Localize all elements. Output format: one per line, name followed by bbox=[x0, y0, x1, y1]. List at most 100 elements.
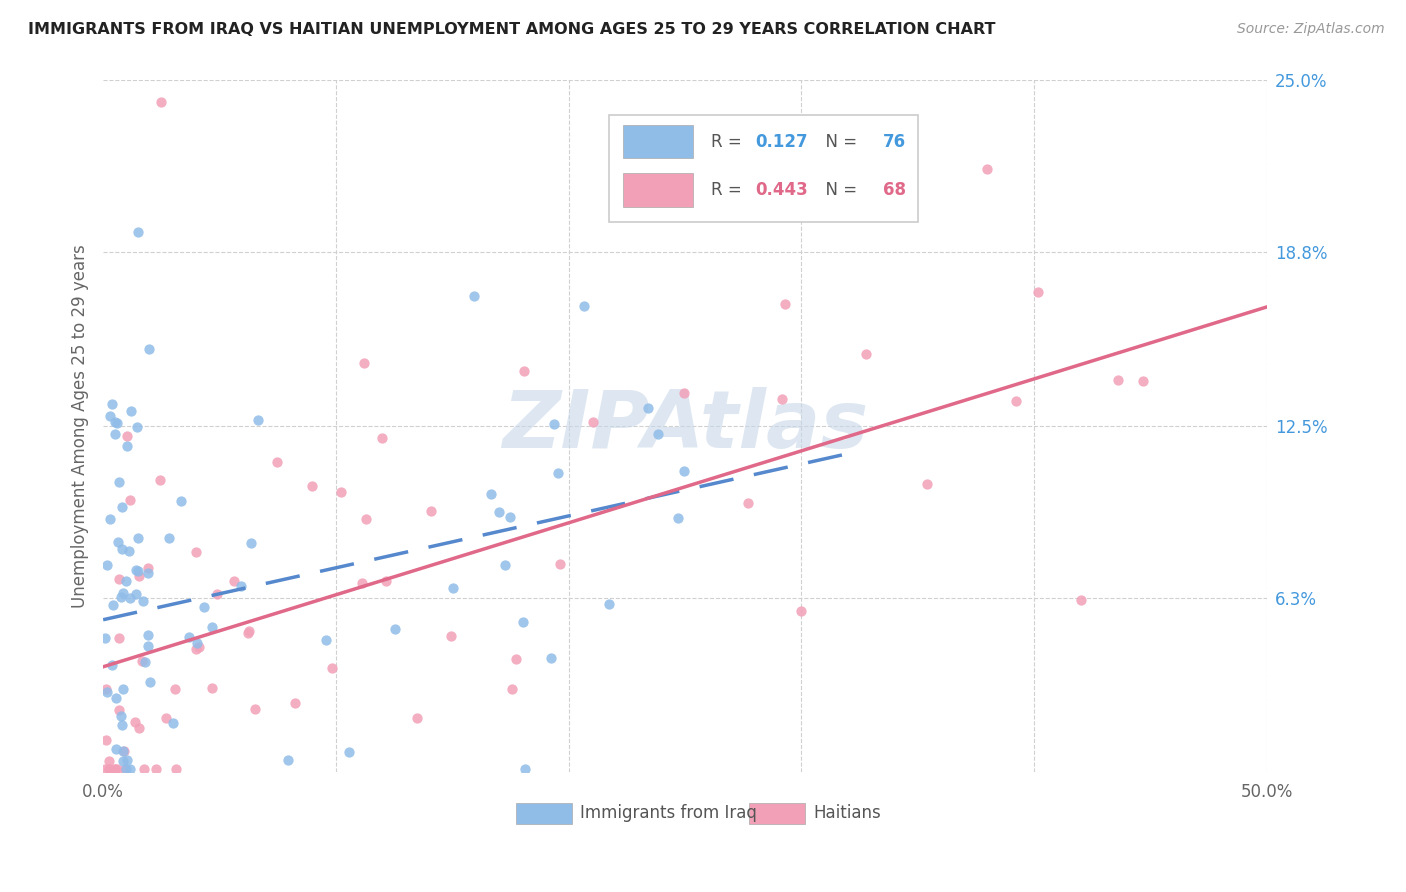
Point bbox=[128, 721, 150, 735]
Point bbox=[550, 557, 572, 571]
Point bbox=[353, 355, 375, 369]
Point bbox=[108, 631, 131, 645]
Point bbox=[125, 562, 148, 576]
Point bbox=[117, 429, 139, 443]
Point bbox=[371, 431, 394, 445]
Point bbox=[499, 510, 522, 524]
Point bbox=[105, 742, 128, 756]
Point bbox=[672, 385, 695, 400]
Point bbox=[205, 587, 228, 601]
Point bbox=[647, 426, 669, 441]
Text: 68: 68 bbox=[883, 181, 905, 199]
Point bbox=[1132, 374, 1154, 388]
Text: 0.127: 0.127 bbox=[755, 133, 807, 151]
Point bbox=[96, 558, 118, 573]
Point bbox=[97, 762, 120, 776]
Point bbox=[246, 412, 269, 426]
Point bbox=[224, 574, 246, 588]
Point bbox=[111, 744, 134, 758]
Point bbox=[115, 762, 138, 776]
Point bbox=[352, 575, 374, 590]
Point bbox=[673, 464, 696, 478]
Point bbox=[127, 225, 149, 239]
Point bbox=[773, 296, 796, 310]
Point bbox=[354, 512, 377, 526]
Point bbox=[150, 95, 173, 109]
Point bbox=[245, 702, 267, 716]
Point bbox=[104, 762, 127, 776]
Point bbox=[494, 558, 516, 572]
Point bbox=[138, 342, 160, 356]
Point bbox=[165, 762, 187, 776]
Point bbox=[1004, 394, 1026, 409]
Point bbox=[170, 494, 193, 508]
Point bbox=[98, 409, 121, 424]
Text: 0.443: 0.443 bbox=[755, 181, 807, 199]
Text: N =: N = bbox=[815, 181, 863, 199]
Point bbox=[321, 661, 343, 675]
Point bbox=[111, 681, 134, 696]
Bar bbox=[749, 803, 804, 824]
Point bbox=[124, 715, 146, 730]
Point bbox=[98, 512, 121, 526]
Point bbox=[96, 684, 118, 698]
Point bbox=[112, 754, 135, 768]
Point bbox=[104, 415, 127, 429]
Point bbox=[105, 762, 128, 776]
Point bbox=[110, 709, 132, 723]
Point bbox=[107, 535, 129, 549]
Point bbox=[118, 544, 141, 558]
Point bbox=[540, 651, 562, 665]
Point bbox=[101, 657, 124, 672]
Point bbox=[117, 753, 139, 767]
Point bbox=[94, 762, 117, 776]
Point bbox=[103, 598, 125, 612]
Text: 76: 76 bbox=[883, 133, 905, 151]
Point bbox=[127, 531, 149, 545]
Point bbox=[111, 500, 134, 515]
Point bbox=[163, 681, 186, 696]
Point bbox=[127, 564, 149, 578]
Point bbox=[1070, 593, 1092, 607]
Point bbox=[277, 753, 299, 767]
Point bbox=[329, 485, 352, 500]
Point bbox=[149, 473, 172, 487]
Point bbox=[155, 711, 177, 725]
Point bbox=[94, 632, 117, 646]
Point bbox=[118, 591, 141, 605]
Point bbox=[108, 572, 131, 586]
Point bbox=[439, 629, 461, 643]
Point bbox=[111, 586, 134, 600]
Point bbox=[128, 568, 150, 582]
Point bbox=[598, 597, 620, 611]
Point bbox=[145, 762, 167, 776]
Point bbox=[917, 477, 939, 491]
Point bbox=[101, 397, 124, 411]
Point bbox=[479, 487, 502, 501]
Point bbox=[855, 347, 877, 361]
Point bbox=[1026, 285, 1049, 300]
Point bbox=[186, 544, 208, 558]
Y-axis label: Unemployment Among Ages 25 to 29 years: Unemployment Among Ages 25 to 29 years bbox=[72, 244, 89, 607]
Point bbox=[179, 630, 201, 644]
Point bbox=[162, 716, 184, 731]
Point bbox=[463, 289, 485, 303]
Point bbox=[441, 582, 464, 596]
Point bbox=[186, 642, 208, 657]
Point bbox=[110, 590, 132, 604]
Text: Haitians: Haitians bbox=[813, 805, 880, 822]
Point bbox=[94, 682, 117, 697]
Point bbox=[118, 762, 141, 776]
Point bbox=[284, 696, 307, 710]
Point bbox=[582, 416, 605, 430]
Point bbox=[976, 161, 998, 176]
Point bbox=[572, 299, 595, 313]
Bar bbox=[623, 125, 693, 158]
Point bbox=[132, 594, 155, 608]
Point bbox=[120, 492, 142, 507]
Point bbox=[512, 615, 534, 630]
Point bbox=[108, 703, 131, 717]
Point bbox=[201, 620, 224, 634]
Bar bbox=[623, 173, 693, 207]
Point bbox=[770, 392, 793, 406]
